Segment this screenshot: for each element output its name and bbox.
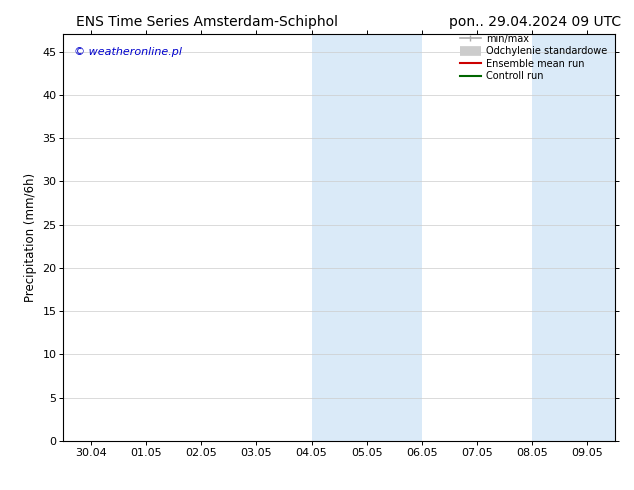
Bar — [533, 34, 615, 441]
Text: ENS Time Series Amsterdam-Schiphol: ENS Time Series Amsterdam-Schiphol — [76, 15, 338, 29]
Text: © weatheronline.pl: © weatheronline.pl — [74, 47, 183, 56]
Bar — [312, 34, 422, 441]
Text: pon.. 29.04.2024 09 UTC: pon.. 29.04.2024 09 UTC — [450, 15, 621, 29]
Y-axis label: Precipitation (mm/6h): Precipitation (mm/6h) — [24, 173, 37, 302]
Legend: min/max, Odchylenie standardowe, Ensemble mean run, Controll run: min/max, Odchylenie standardowe, Ensembl… — [456, 31, 610, 84]
